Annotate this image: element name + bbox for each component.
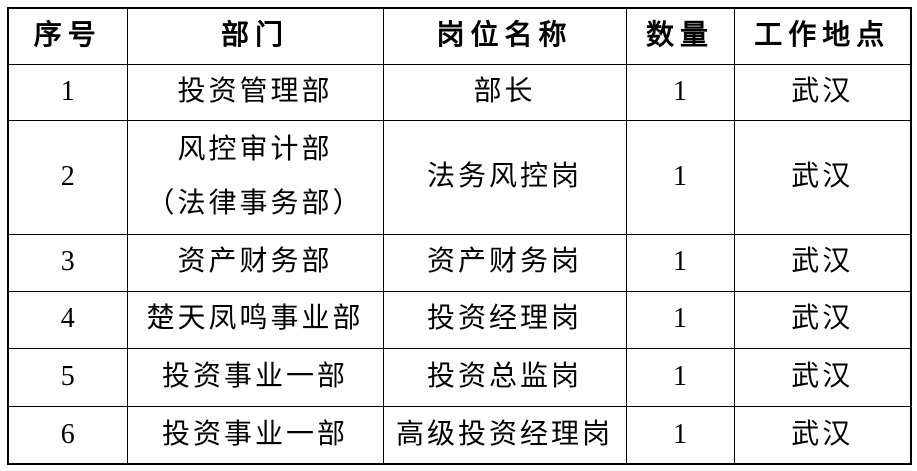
- cell-count: 1: [625, 63, 735, 121]
- cell-position: 高级投资经理岗: [382, 405, 627, 465]
- cell-location: 武汉: [733, 290, 912, 349]
- cell-location: 武汉: [733, 63, 912, 121]
- cell-location: 武汉: [733, 347, 912, 407]
- table-row: 2 风控审计部 （法律事务部） 法务风控岗 1 武汉: [7, 119, 912, 235]
- cell-position: 资产财务岗: [382, 233, 627, 292]
- table-row: 1 投资管理部 部长 1 武汉: [7, 63, 912, 121]
- cell-count: 1: [625, 290, 735, 349]
- cell-department: 投资事业一部: [126, 405, 384, 465]
- cell-department: 资产财务部: [126, 233, 384, 292]
- cell-no: 6: [7, 405, 128, 465]
- cell-location: 武汉: [733, 233, 912, 292]
- header-position: 岗位名称: [382, 7, 627, 65]
- cell-no: 2: [7, 119, 128, 235]
- table-row: 5 投资事业一部 投资总监岗 1 武汉: [7, 347, 912, 407]
- header-location: 工作地点: [733, 7, 912, 65]
- cell-position: 投资总监岗: [382, 347, 627, 407]
- cell-department: 风控审计部 （法律事务部）: [126, 119, 384, 235]
- cell-position: 法务风控岗: [382, 119, 627, 235]
- cell-department: 投资管理部: [126, 63, 384, 121]
- header-department: 部门: [126, 7, 384, 65]
- cell-no: 5: [7, 347, 128, 407]
- table-row: 4 楚天凤鸣事业部 投资经理岗 1 武汉: [7, 290, 912, 349]
- cell-location: 武汉: [733, 119, 912, 235]
- cell-no: 4: [7, 290, 128, 349]
- cell-count: 1: [625, 405, 735, 465]
- cell-department: 楚天凤鸣事业部: [126, 290, 384, 349]
- table-row: 3 资产财务部 资产财务岗 1 武汉: [7, 233, 912, 292]
- cell-department: 投资事业一部: [126, 347, 384, 407]
- cell-position: 投资经理岗: [382, 290, 627, 349]
- cell-count: 1: [625, 119, 735, 235]
- cell-count: 1: [625, 233, 735, 292]
- recruitment-positions-table: 序号 部门 岗位名称 数量 工作地点 1 投资管理部 部长 1 武汉 2 风控审…: [7, 7, 912, 466]
- cell-no: 1: [7, 63, 128, 121]
- cell-position: 部长: [382, 63, 627, 121]
- table-header-row: 序号 部门 岗位名称 数量 工作地点: [7, 7, 912, 65]
- header-count: 数量: [625, 7, 735, 65]
- cell-no: 3: [7, 233, 128, 292]
- table-row: 6 投资事业一部 高级投资经理岗 1 武汉: [7, 405, 912, 465]
- cell-count: 1: [625, 347, 735, 407]
- cell-location: 武汉: [733, 405, 912, 465]
- header-no: 序号: [7, 7, 128, 65]
